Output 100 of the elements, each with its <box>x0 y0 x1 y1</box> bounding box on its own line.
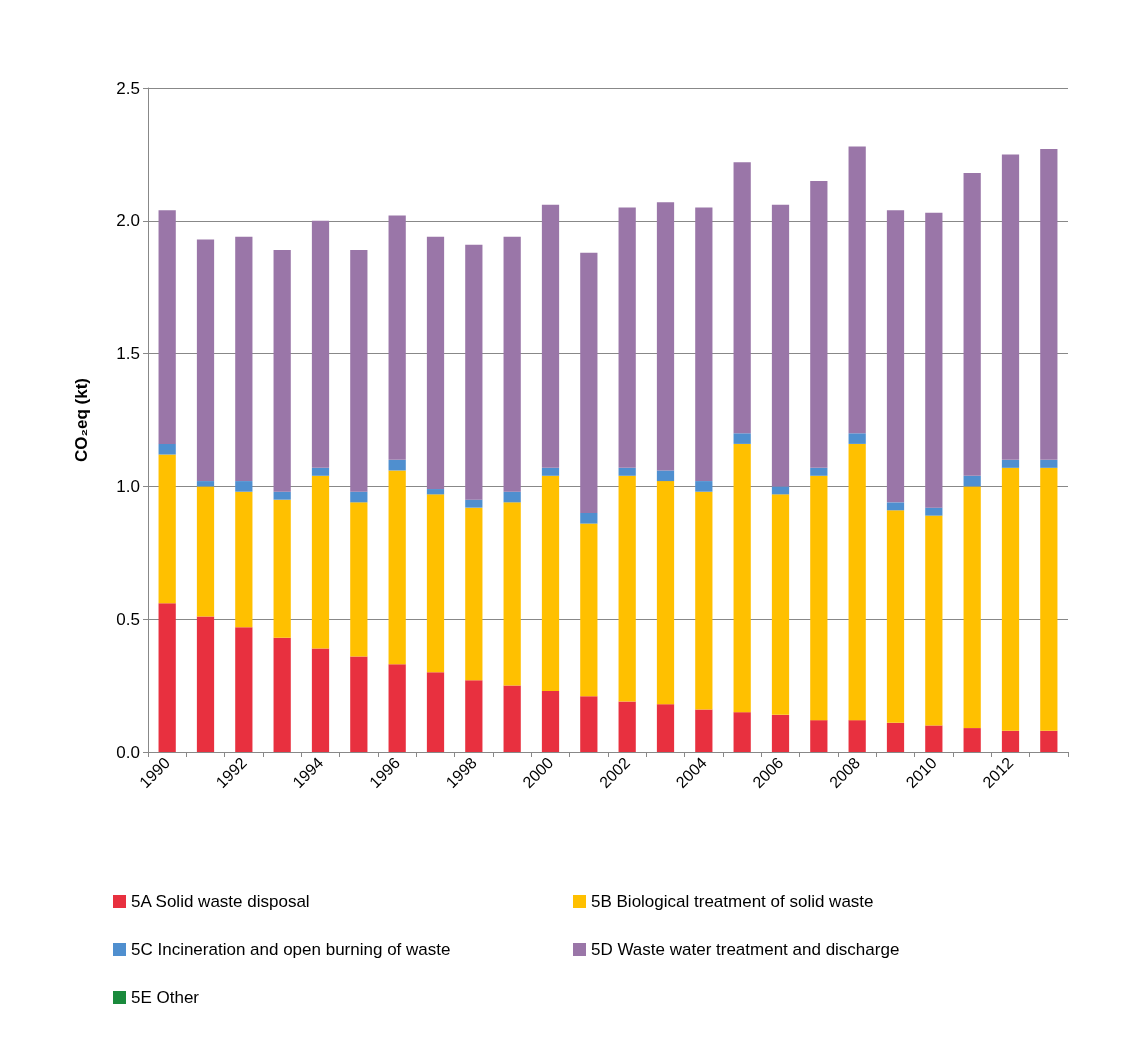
bar <box>963 728 981 752</box>
bar <box>350 491 368 503</box>
bar <box>1040 149 1058 460</box>
bar <box>273 491 291 500</box>
bar <box>273 499 291 638</box>
bar <box>925 515 943 726</box>
bar <box>158 454 176 604</box>
legend-label: 5E Other <box>131 988 200 1007</box>
bar <box>273 250 291 492</box>
bar <box>465 507 483 681</box>
bar <box>656 481 675 705</box>
y-tick-label: 0.0 <box>116 742 140 762</box>
bar <box>196 486 215 617</box>
bar <box>541 690 560 752</box>
bar <box>1001 459 1020 468</box>
bar <box>426 494 445 673</box>
bar <box>235 491 253 628</box>
bar <box>963 172 981 476</box>
bar <box>771 494 790 715</box>
bar <box>1001 730 1020 752</box>
bar <box>1040 730 1058 752</box>
bar <box>618 207 636 468</box>
bar <box>925 725 943 752</box>
bar <box>158 210 176 444</box>
bar <box>196 481 215 487</box>
bar <box>771 714 790 752</box>
bar <box>848 720 866 752</box>
bar <box>311 648 330 752</box>
bar <box>273 637 291 752</box>
bar <box>580 512 598 524</box>
bar <box>350 656 368 752</box>
legend-label: 5C Incineration and open burning of waste <box>131 940 451 959</box>
bar <box>963 475 981 487</box>
bar <box>848 146 866 434</box>
bar <box>695 491 713 710</box>
bar <box>771 486 790 495</box>
bar <box>158 603 176 752</box>
bar <box>771 204 790 487</box>
bar <box>925 212 943 508</box>
bar <box>695 207 713 482</box>
bar <box>848 443 866 721</box>
bar <box>1001 467 1020 731</box>
bar <box>580 523 598 697</box>
bar <box>541 467 560 476</box>
bar <box>196 239 215 482</box>
bar <box>656 470 675 482</box>
bar <box>388 470 406 665</box>
y-tick-label: 0.5 <box>116 609 140 629</box>
bar <box>1040 467 1058 731</box>
bar <box>886 510 905 723</box>
bar <box>733 162 751 434</box>
bar <box>963 486 981 729</box>
bar <box>158 443 176 455</box>
bar <box>388 459 406 471</box>
bar <box>886 502 905 511</box>
bar <box>1040 459 1058 468</box>
bar <box>733 433 751 444</box>
legend-label: 5D Waste water treatment and discharge <box>591 940 900 959</box>
bar <box>311 467 330 476</box>
bar <box>733 443 751 713</box>
bar <box>541 475 560 691</box>
y-tick-label: 1.0 <box>116 476 140 496</box>
bar <box>656 202 675 471</box>
bar <box>388 664 406 752</box>
bar <box>465 680 483 752</box>
bar <box>426 672 445 752</box>
bar <box>580 696 598 752</box>
bar <box>618 475 636 702</box>
bar <box>235 236 253 482</box>
bar <box>311 475 330 649</box>
bar <box>618 701 636 752</box>
legend-label: 5A Solid waste disposal <box>131 892 310 911</box>
bar <box>848 433 866 444</box>
bar <box>886 722 905 752</box>
y-tick-label: 2.5 <box>116 78 140 98</box>
bar <box>196 616 215 752</box>
bar <box>810 475 828 721</box>
bar <box>618 467 636 476</box>
y-tick-label: 1.5 <box>116 344 140 364</box>
bar <box>810 720 828 752</box>
bar <box>503 491 521 503</box>
bar <box>925 507 943 516</box>
bar <box>465 244 483 500</box>
legend-label: 5B Biological treatment of solid waste <box>591 892 874 911</box>
y-axis-title: CO₂eq (kt) <box>72 377 91 463</box>
bar <box>810 180 828 468</box>
bar <box>503 685 521 752</box>
bar <box>695 481 713 492</box>
bar <box>541 204 560 468</box>
bar <box>388 215 406 460</box>
bar <box>503 502 521 686</box>
bar <box>810 467 828 476</box>
bar <box>311 220 330 468</box>
bar <box>350 502 368 657</box>
bar <box>465 499 483 508</box>
bar <box>656 704 675 752</box>
bar <box>350 250 368 492</box>
bar <box>580 252 598 513</box>
bar <box>733 712 751 752</box>
bar <box>1001 154 1020 460</box>
